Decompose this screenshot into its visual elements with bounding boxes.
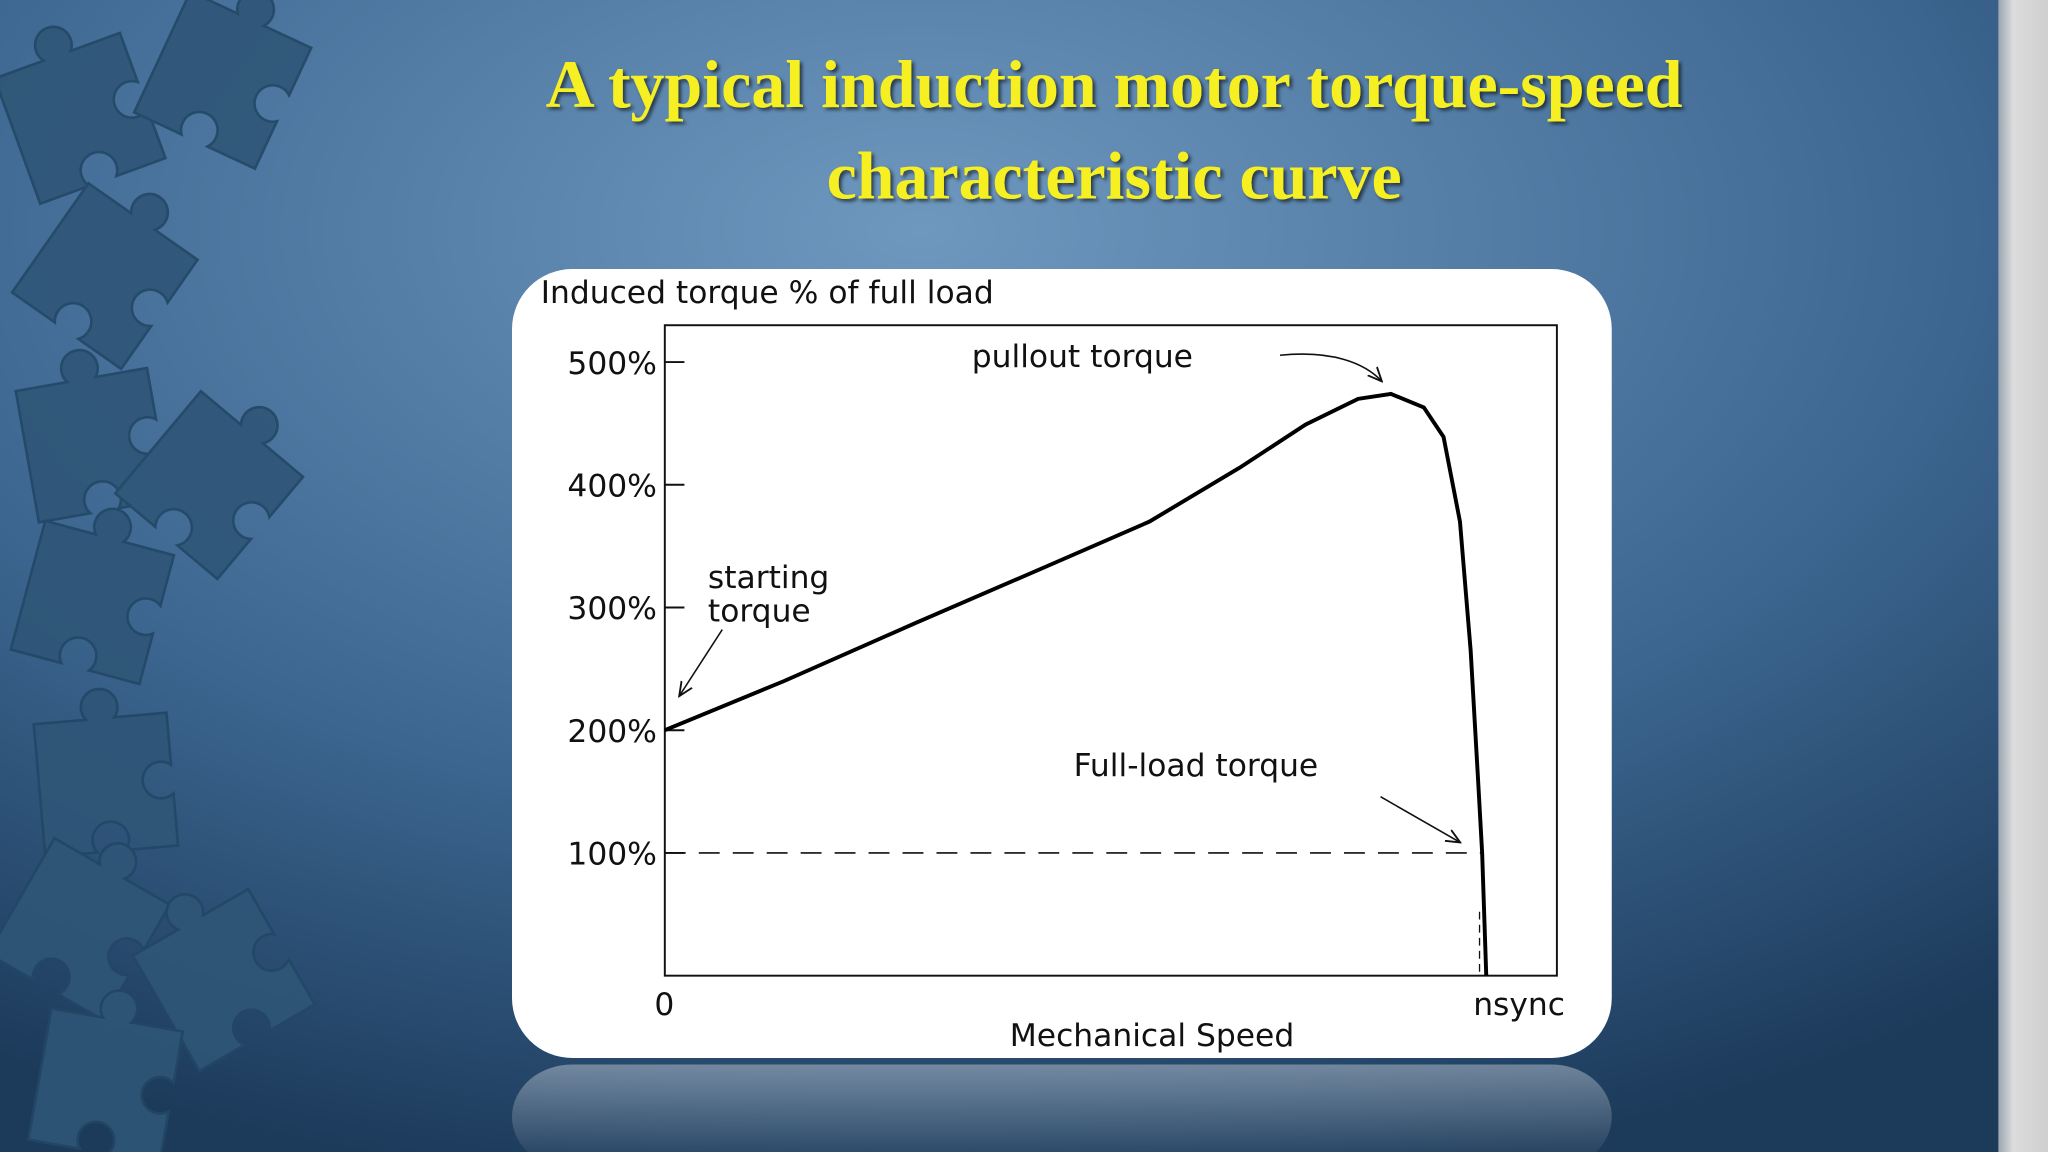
puzzle-decoration (0, 0, 317, 1152)
annotation-arrow (679, 629, 723, 697)
x-tick-label: 0 (654, 987, 674, 1023)
y-tick-label: 500% (567, 346, 657, 382)
side-strip (1998, 0, 2048, 1152)
annotation: torque (708, 594, 811, 630)
annotation-arrow (1380, 796, 1461, 843)
plot: 100% 200% 300% 400% 500% 0 nsync pullout torque… (567, 339, 1565, 1023)
slide-title: characteristic curve (827, 138, 1402, 214)
y-axis-label: Induced torque % of full load (541, 275, 994, 311)
chart-card (512, 269, 1612, 1058)
slide-title: A typical induction motor torque-speed (546, 46, 1683, 122)
torque-curve (664, 391, 1489, 976)
y-tick-label: 400% (567, 469, 657, 505)
annotation-arrow (1279, 353, 1382, 381)
annotation: Full-load torque (1074, 748, 1319, 784)
y-tick-label: 100% (567, 837, 657, 873)
card-reflection (512, 1064, 1612, 1152)
annotation: starting (708, 560, 829, 596)
y-tick-label: 200% (567, 714, 657, 750)
x-axis-label: Mechanical Speed (1010, 1018, 1294, 1054)
y-tick-label: 300% (567, 591, 657, 627)
x-tick-label: nsync (1473, 987, 1565, 1023)
plot-frame (663, 324, 1558, 977)
annotation: pullout torque (972, 339, 1193, 375)
